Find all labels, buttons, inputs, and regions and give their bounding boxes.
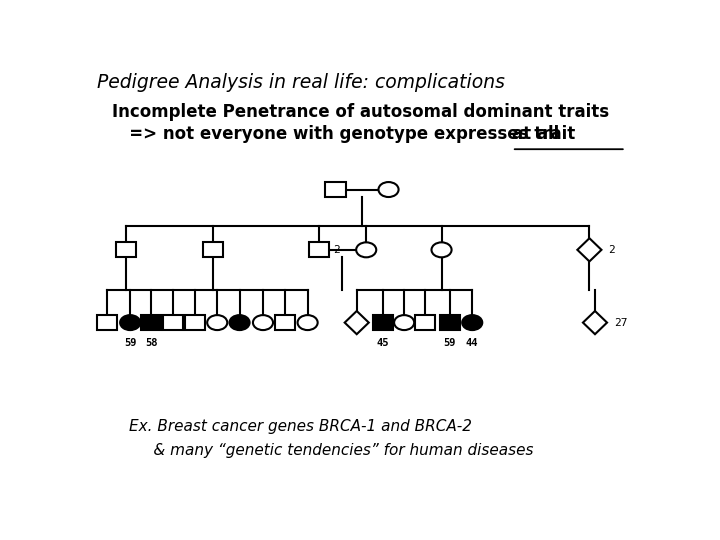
- Text: 45: 45: [377, 338, 390, 348]
- Circle shape: [379, 182, 399, 197]
- Text: at all: at all: [512, 125, 559, 143]
- Bar: [440, 315, 460, 330]
- Text: 2: 2: [333, 245, 340, 255]
- Bar: [203, 242, 222, 258]
- Circle shape: [297, 315, 318, 330]
- Text: Incomplete Penetrance of autosomal dominant traits: Incomplete Penetrance of autosomal domin…: [112, 103, 609, 121]
- Polygon shape: [345, 311, 369, 334]
- Text: Pedigree Analysis in real life: complications: Pedigree Analysis in real life: complica…: [96, 73, 505, 92]
- Text: & many “genetic tendencies” for human diseases: & many “genetic tendencies” for human di…: [129, 443, 534, 458]
- Text: 58: 58: [145, 338, 158, 348]
- Text: 27: 27: [614, 318, 627, 328]
- Polygon shape: [583, 311, 607, 334]
- Text: 8: 8: [375, 318, 382, 328]
- Bar: [373, 315, 393, 330]
- Text: 2: 2: [608, 245, 614, 255]
- Text: 44: 44: [466, 338, 479, 348]
- Circle shape: [462, 315, 482, 330]
- Circle shape: [230, 315, 250, 330]
- Circle shape: [120, 315, 140, 330]
- Bar: [415, 315, 436, 330]
- Bar: [325, 182, 346, 197]
- Bar: [96, 315, 117, 330]
- Circle shape: [431, 242, 451, 258]
- Text: => not everyone with genotype expresses trait: => not everyone with genotype expresses …: [112, 125, 581, 143]
- Text: Ex. Breast cancer genes BRCA-1 and BRCA-2: Ex. Breast cancer genes BRCA-1 and BRCA-…: [129, 419, 472, 434]
- Text: 59: 59: [444, 338, 456, 348]
- Bar: [275, 315, 295, 330]
- Circle shape: [394, 315, 414, 330]
- Text: 59: 59: [124, 338, 136, 348]
- Circle shape: [207, 315, 228, 330]
- Bar: [141, 315, 161, 330]
- Polygon shape: [577, 238, 601, 261]
- Bar: [116, 242, 136, 258]
- Bar: [309, 242, 329, 258]
- Bar: [163, 315, 183, 330]
- Circle shape: [356, 242, 377, 258]
- Bar: [185, 315, 205, 330]
- Circle shape: [253, 315, 273, 330]
